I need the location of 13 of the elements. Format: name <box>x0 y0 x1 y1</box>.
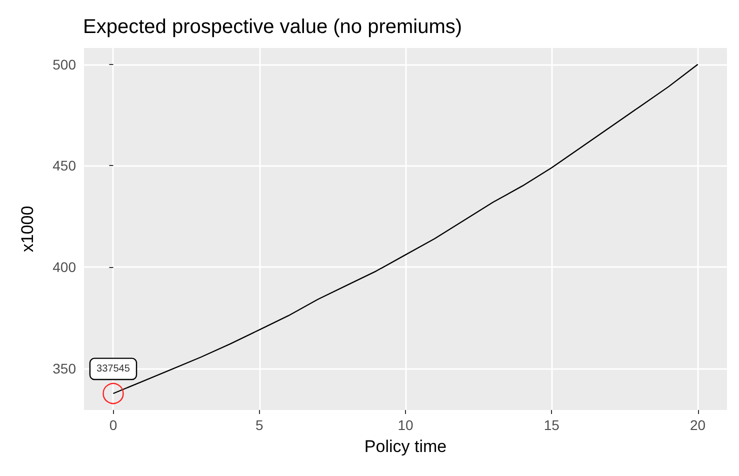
x-tick-label: 10 <box>398 417 414 433</box>
chart-title: Expected prospective value (no premiums) <box>83 16 462 38</box>
annotation: 337545 <box>96 363 130 374</box>
y-tick-label: 350 <box>52 360 76 376</box>
y-tick-label: 500 <box>52 56 76 72</box>
x-axis-title: Policy time <box>364 437 447 456</box>
x-tick-label: 15 <box>544 417 560 433</box>
x-tick-label: 5 <box>255 417 264 433</box>
x-tick-label: 20 <box>690 417 706 433</box>
y-tick-label: 400 <box>52 258 76 275</box>
y-tick-label: 450 <box>52 158 76 174</box>
y-axis-title: x1000 <box>18 206 37 252</box>
x-tick-label: 0 <box>109 417 118 433</box>
